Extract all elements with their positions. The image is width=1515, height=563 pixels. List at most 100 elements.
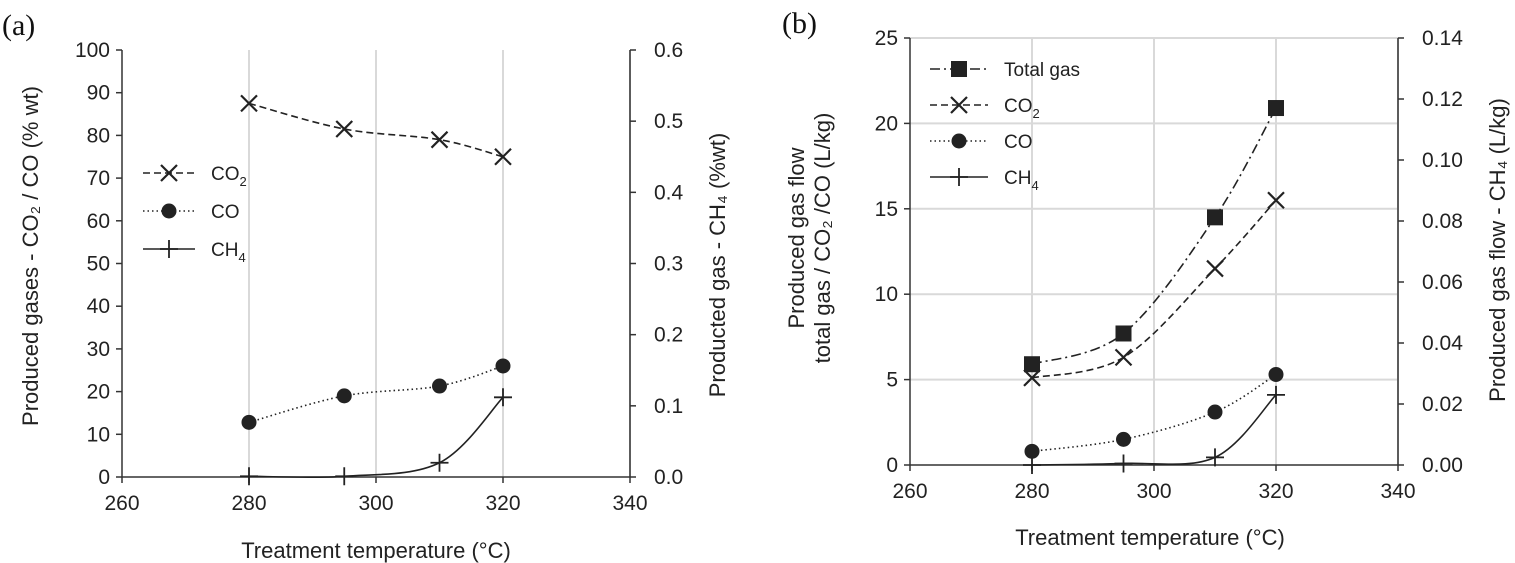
y-tick-label: 20 (875, 112, 898, 135)
y-tick-label: 100 (75, 39, 110, 62)
x-tick-label: 340 (1380, 480, 1415, 503)
series-ch4 (1023, 385, 1285, 474)
y-tick-label: 25 (875, 27, 898, 50)
y-tick-label: 0 (886, 454, 898, 477)
data-point (240, 94, 258, 113)
data-point (494, 388, 512, 407)
y2-tick-label: 0.4 (654, 181, 684, 204)
legend-marker (951, 61, 967, 77)
y2-tick-label: 0.02 (1422, 393, 1463, 416)
data-point (1114, 348, 1133, 367)
legend-label: CH4 (1004, 168, 1039, 193)
label-subscript: 2 (1033, 106, 1040, 121)
legend-item: Total gas (930, 60, 1080, 81)
data-point (430, 130, 449, 149)
data-point (1114, 454, 1133, 473)
data-point (432, 378, 447, 394)
label-text: CO (1004, 132, 1033, 153)
y-tick-label: 60 (87, 210, 110, 233)
legend-item: CH4 (930, 168, 1039, 193)
chart-panel-a: (a) 260 280 300 320 340 0 10 20 30 40 50 60 70 80 90 100… (2, 9, 730, 563)
legend-item: CO (143, 202, 240, 223)
data-point (1268, 366, 1284, 382)
legend-item: CO2 (930, 96, 1040, 121)
x-tick-label: 320 (485, 492, 520, 515)
y2-axis-title: Produced gas flow - CH₄ (L/kg) (1485, 98, 1510, 402)
legend-item: CH4 (143, 240, 246, 265)
y2-tick-label: 0.6 (654, 39, 683, 62)
data-point (494, 147, 512, 166)
x-tick-label: 260 (104, 492, 139, 515)
data-point (1207, 404, 1223, 420)
data-point (336, 388, 352, 404)
series-line (1031, 373, 1277, 453)
data-point (1115, 325, 1132, 342)
data-point (1267, 191, 1285, 210)
x-tick-label: 320 (1258, 480, 1293, 503)
series-co (1024, 366, 1284, 459)
legend-label: Total gas (1004, 60, 1080, 81)
y-tick-label: 5 (886, 369, 898, 392)
series-total-gas (1024, 100, 1284, 373)
y-tick-label: 0 (98, 466, 110, 489)
x-tick-label: 260 (892, 480, 927, 503)
y-tick-label: 70 (87, 167, 110, 190)
legend-marker (161, 203, 177, 219)
data-point (1024, 356, 1040, 373)
series-line (248, 365, 504, 424)
data-point (495, 358, 511, 374)
label-text: CO (211, 164, 240, 185)
x-axis-title: Treatment temperature (°C) (241, 538, 511, 563)
label-subscript: 4 (238, 250, 245, 265)
y2-axis-title: Producted gas - CH₄ (%wt) (705, 133, 730, 398)
data-point (335, 467, 354, 486)
data-point (240, 467, 258, 486)
y2-tick-label: 0.5 (654, 110, 683, 133)
y2-tick-label: 0.14 (1422, 27, 1463, 50)
y-tick-label: 50 (87, 253, 110, 276)
data-point (1023, 369, 1041, 387)
data-point (1267, 385, 1285, 404)
x-tick-label: 300 (1136, 480, 1171, 503)
series-line (1031, 394, 1277, 466)
y2-tick-label: 0.08 (1422, 210, 1463, 233)
label-text: Total gas (1004, 60, 1080, 81)
series-co2 (240, 94, 512, 166)
data-point (1206, 448, 1224, 467)
legend-label: CO (1004, 132, 1033, 153)
legend-label: CO (211, 202, 240, 223)
series-line (248, 102, 504, 158)
data-point (1207, 209, 1223, 226)
legend-label: CH4 (211, 240, 246, 265)
legend-marker (160, 240, 178, 258)
x-tick-label: 280 (231, 492, 266, 515)
series-line (248, 396, 504, 479)
data-point (1023, 456, 1041, 474)
data-point (1268, 100, 1284, 117)
x-tick-label: 340 (612, 492, 647, 515)
label-text: CO (211, 202, 240, 223)
legend-item: CO2 (143, 164, 247, 189)
y2-tick-label: 0.0 (654, 466, 683, 489)
y-tick-label: 90 (87, 82, 110, 105)
data-point (430, 453, 449, 472)
y2-tick-label: 0.12 (1422, 88, 1463, 111)
legend-label: CO2 (211, 164, 247, 189)
y2-tick-label: 0.10 (1422, 149, 1463, 172)
y-tick-label: 80 (87, 124, 110, 147)
series-ch4 (240, 388, 512, 486)
panel-label: (b) (782, 7, 817, 40)
series-co2 (1023, 191, 1285, 387)
y-axis-title-line2: total gas / CO₂ /CO (L/kg) (810, 113, 835, 364)
legend-marker (950, 96, 968, 114)
legend-marker (950, 168, 968, 186)
y2-tick-label: 0.06 (1422, 271, 1463, 294)
y-tick-label: 10 (875, 283, 898, 306)
y2-tick-label: 0.2 (654, 324, 683, 347)
label-subscript: 4 (1031, 178, 1038, 193)
legend-marker (951, 133, 967, 149)
y2-tick-label: 0.00 (1422, 454, 1463, 477)
y2-tick-label: 0.1 (654, 395, 683, 418)
panel-label: (a) (2, 9, 35, 42)
